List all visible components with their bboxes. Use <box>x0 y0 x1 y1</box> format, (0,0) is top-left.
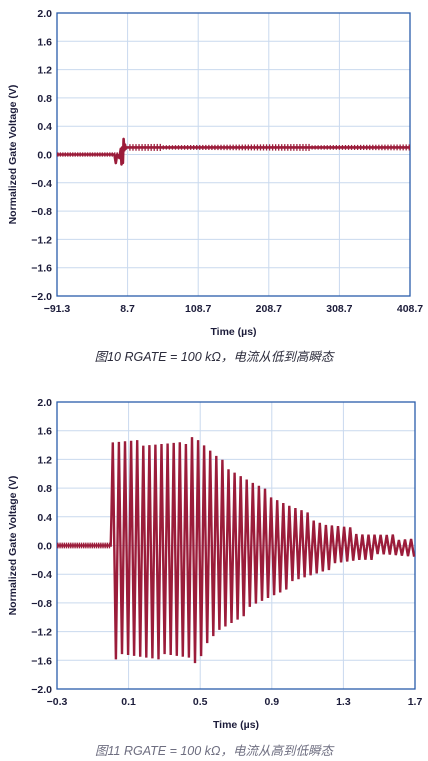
gate-voltage-trace <box>57 137 410 166</box>
x-tick-label: 8.7 <box>120 303 135 315</box>
x-tick-label: 308.7 <box>326 303 352 315</box>
y-tick-label: 2.0 <box>37 8 52 20</box>
y-tick-label: 2.0 <box>37 397 52 409</box>
y-tick-label: −1.2 <box>31 234 52 246</box>
x-tick-label: 0.9 <box>264 696 279 708</box>
y-tick-label: −1.6 <box>31 263 52 275</box>
y-tick-label: 0.0 <box>37 541 52 553</box>
y-tick-label: −0.8 <box>31 206 52 218</box>
x-tick-label: −0.3 <box>47 696 68 708</box>
y-tick-label: 1.2 <box>37 65 52 77</box>
x-axis-title: Time (µs) <box>210 326 256 338</box>
figure-11-caption: 图11 RGATE = 100 kΩ，电流从高到低瞬态 <box>95 744 333 758</box>
y-tick-label: 1.2 <box>37 454 52 466</box>
x-tick-label: 0.1 <box>121 696 136 708</box>
y-tick-label: −0.8 <box>31 598 52 610</box>
chart-current-low-to-high: 2.0 1.6 1.2 0.8 0.4 0.0 −0.4 −0.8 −1.2 −1.6 −2.0−9… <box>7 8 423 338</box>
y-tick-label: 0.0 <box>37 150 52 162</box>
x-tick-label: −91.3 <box>44 303 71 315</box>
y-tick-label: −2.0 <box>31 291 52 303</box>
y-tick-label: 0.4 <box>37 121 52 133</box>
figure-10-caption: 图10 RGATE = 100 kΩ，电流从低到高瞬态 <box>94 350 334 364</box>
chart-current-high-to-low: 2.0 1.6 1.2 0.8 0.4 0.0 −0.4 −0.8 −1.2 −1.6 −2.0−0… <box>7 397 423 731</box>
y-tick-label: −1.2 <box>31 627 52 639</box>
y-tick-label: 0.8 <box>37 483 52 495</box>
y-tick-label: 1.6 <box>37 426 52 438</box>
x-tick-label: 1.3 <box>336 696 351 708</box>
y-tick-label: −0.4 <box>31 569 52 581</box>
y-tick-label: 1.6 <box>37 36 52 48</box>
x-tick-label: 208.7 <box>256 303 282 315</box>
x-tick-label: 108.7 <box>185 303 211 315</box>
x-tick-label: 1.7 <box>408 696 423 708</box>
x-tick-label: 408.7 <box>397 303 423 315</box>
x-axis-title: Time (µs) <box>213 719 259 731</box>
x-tick-label: 0.5 <box>193 696 208 708</box>
y-tick-label: −1.6 <box>31 655 52 667</box>
y-tick-label: −2.0 <box>31 684 52 696</box>
gate-voltage-oscillation <box>57 437 416 664</box>
y-axis-title: Normalized Gate Voltage (V) <box>7 476 19 616</box>
y-tick-label: −0.4 <box>31 178 52 190</box>
y-tick-label: 0.4 <box>37 512 52 524</box>
y-tick-label: 0.8 <box>37 93 52 105</box>
y-axis-title: Normalized Gate Voltage (V) <box>7 85 19 225</box>
